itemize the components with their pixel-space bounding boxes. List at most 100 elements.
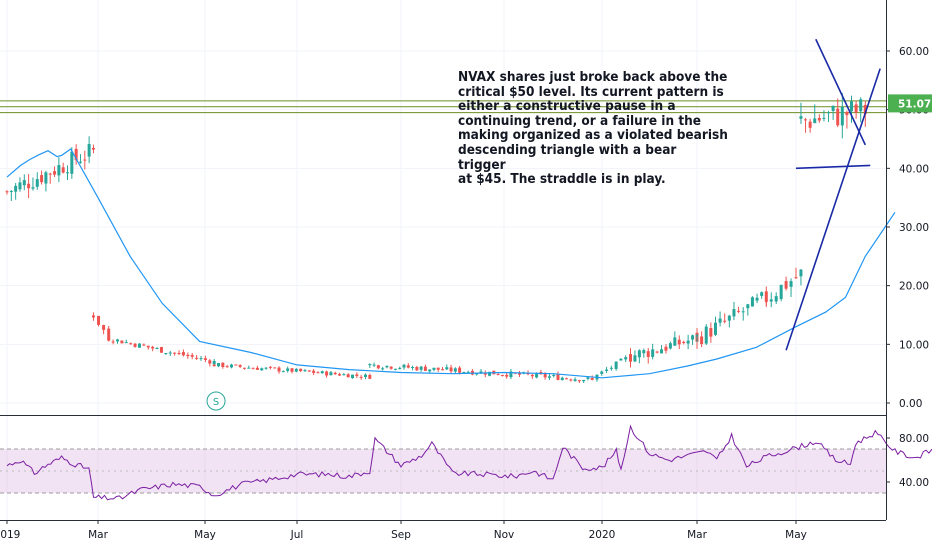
candle-body [850,101,854,112]
candle-body [817,118,821,121]
candle-body [242,367,246,369]
split-marker-circle [206,391,226,411]
candle-body [505,374,509,377]
rsi-y-tick-label: 80.00 [899,433,929,445]
candle-body [794,277,798,279]
candle-body [605,369,609,371]
candle-body [462,371,466,373]
candle-body [764,301,768,303]
candle-body [569,379,573,381]
candle-body [475,373,479,375]
y-tick-label: 30.00 [899,222,929,234]
candle-body [863,104,867,115]
candle-body [799,116,803,119]
candle-body [691,335,695,340]
candle-body [535,373,539,378]
candle-body [102,325,106,330]
candle-body [845,112,849,116]
candle-body [155,347,159,349]
candle-body [458,367,462,373]
candle-body [590,378,594,380]
candle-body [500,374,504,376]
candle-body [316,372,320,374]
candle-body [560,377,564,381]
candle-body [78,161,82,163]
candle-body [577,380,581,382]
candle-body [277,367,281,372]
candle-body [664,346,668,351]
candle-body [509,371,513,378]
candle-body [582,379,586,382]
candle-body [686,340,690,344]
candle-body [124,342,128,344]
candle-body [142,344,146,346]
candle-body [325,371,329,376]
candle-body [151,346,155,349]
candle-body [181,352,185,356]
candle-body [799,269,803,277]
candle-body [779,284,783,300]
candle-body [411,367,415,369]
candle-body [432,367,436,370]
candle-body [107,328,111,339]
candle-body [333,372,337,375]
candle-body [87,144,91,157]
trendline [815,38,867,146]
candle-body [453,368,457,372]
candle-body [186,354,190,357]
x-tick-label: May [194,529,216,541]
candle-body [346,374,350,378]
candle-body [565,378,569,380]
candle-body [129,343,133,345]
candle-body [342,374,346,376]
candle-body [389,366,393,369]
candle-body [755,297,759,301]
candle-body [203,358,207,360]
x-tick-label: Mar [687,529,707,541]
candle-body [294,368,298,372]
candle-body [854,104,858,113]
candle-body [307,370,311,372]
candle-body [406,365,410,368]
candle-body [44,172,48,184]
candle-body [552,375,556,377]
candle-body [483,372,487,375]
last-price-badge [888,94,932,113]
candle-body [376,365,380,369]
candle-body [221,362,225,368]
candle-body [784,281,788,289]
candle-body [53,171,57,175]
candle-body [66,172,70,174]
candle-body [368,364,372,366]
candle-body [5,191,9,193]
candle-body [260,368,264,371]
candle-body [70,151,74,174]
candle-body [402,364,406,368]
candle-body [393,368,397,370]
x-tick-label: Nov [494,529,515,541]
candle-body [27,183,31,189]
candle-body [813,118,817,124]
candle-body [700,336,704,345]
candle-body [547,376,551,378]
candle-body [822,117,826,119]
candle-body [556,374,560,380]
candle-body [642,350,646,354]
candle-body [247,367,251,369]
candle-body [695,335,699,337]
candle-body [629,354,632,362]
candle-body [199,358,203,360]
candle-body [111,341,115,343]
y-tick-label: 0.00 [899,398,922,410]
x-tick-label: 2019 [0,529,20,541]
candle-body [9,190,13,192]
candle-body [600,371,604,374]
candle-body [741,311,745,313]
trendline [785,68,881,351]
x-tick-label: Sep [391,529,411,541]
candle-body [836,108,840,126]
candle-body [723,320,727,322]
candle-body [673,337,677,346]
candle-body [840,106,844,126]
candle-body [441,369,445,371]
